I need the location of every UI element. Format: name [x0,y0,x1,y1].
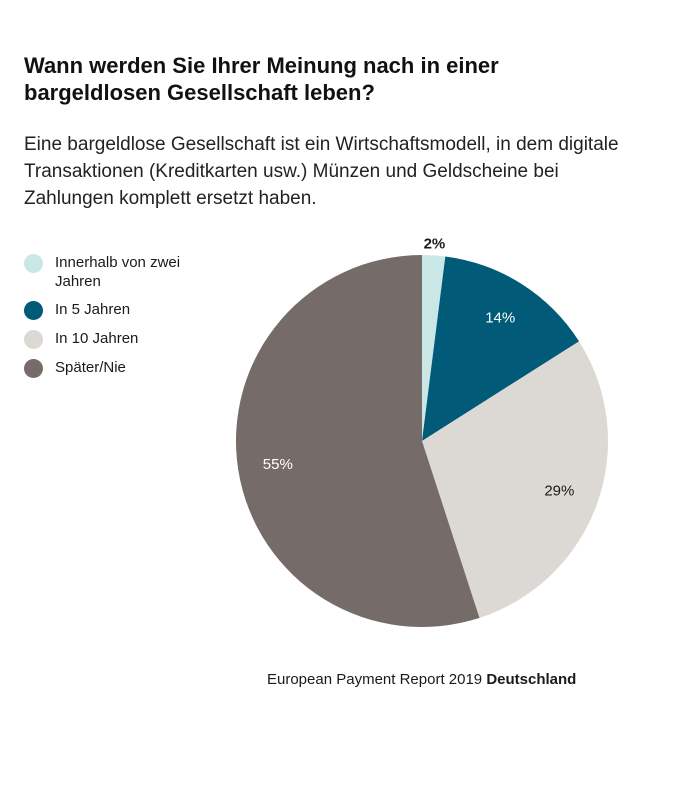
chart-subtitle: Eine bargeldlose Gesellschaft ist ein Wi… [24,134,619,209]
data-label-in-10-jahren: 29% [544,482,574,499]
pie-slice-spaeter-nie [236,255,480,627]
legend-swatch [24,359,43,378]
data-label-innerhalb-zwei-jahren: 2% [424,235,446,252]
legend-swatch [24,330,43,349]
legend-item: Später/Nie [24,358,214,378]
data-label-in-5-jahren: 14% [485,310,515,327]
legend-label: Innerhalb von zwei Jahren [55,254,181,290]
source-text: European Payment Report 2019 [267,671,483,688]
pie-chart: 2% 14% 29% 55% [236,235,608,627]
legend-label: Später/Nie [55,359,126,376]
chart-title: Wann werden Sie Ihrer Meinung nach in ei… [24,53,499,105]
legend-label: In 10 Jahren [55,330,139,347]
legend-swatch [24,254,43,273]
legend-item: In 10 Jahren [24,329,214,349]
pie-slice-in-10-jahren [422,341,608,618]
source-line: European Payment Report 2019 Deutschland [267,671,576,688]
legend-item: Innerhalb von zwei Jahren [24,253,214,291]
legend-swatch [24,301,43,320]
pie-slice-in-5-jahren [422,256,580,441]
source-country: Deutschland [486,671,577,688]
legend-item: In 5 Jahren [24,300,214,320]
data-label-spaeter-nie: 55% [263,456,293,473]
pie-slice-innerhalb-zwei-jahren [422,255,446,441]
legend: Innerhalb von zwei Jahren In 5 Jahren In… [24,253,214,387]
legend-label: In 5 Jahren [55,301,131,318]
